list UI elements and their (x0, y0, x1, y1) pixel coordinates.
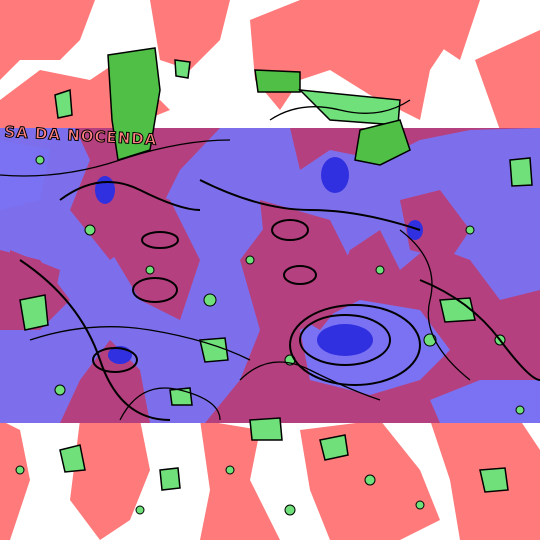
contour-lines (0, 99, 540, 421)
green-specks (15, 155, 525, 516)
green-shapes (19, 47, 533, 493)
magenta-accents (10, 180, 470, 330)
deep-blue-spots (95, 157, 423, 364)
